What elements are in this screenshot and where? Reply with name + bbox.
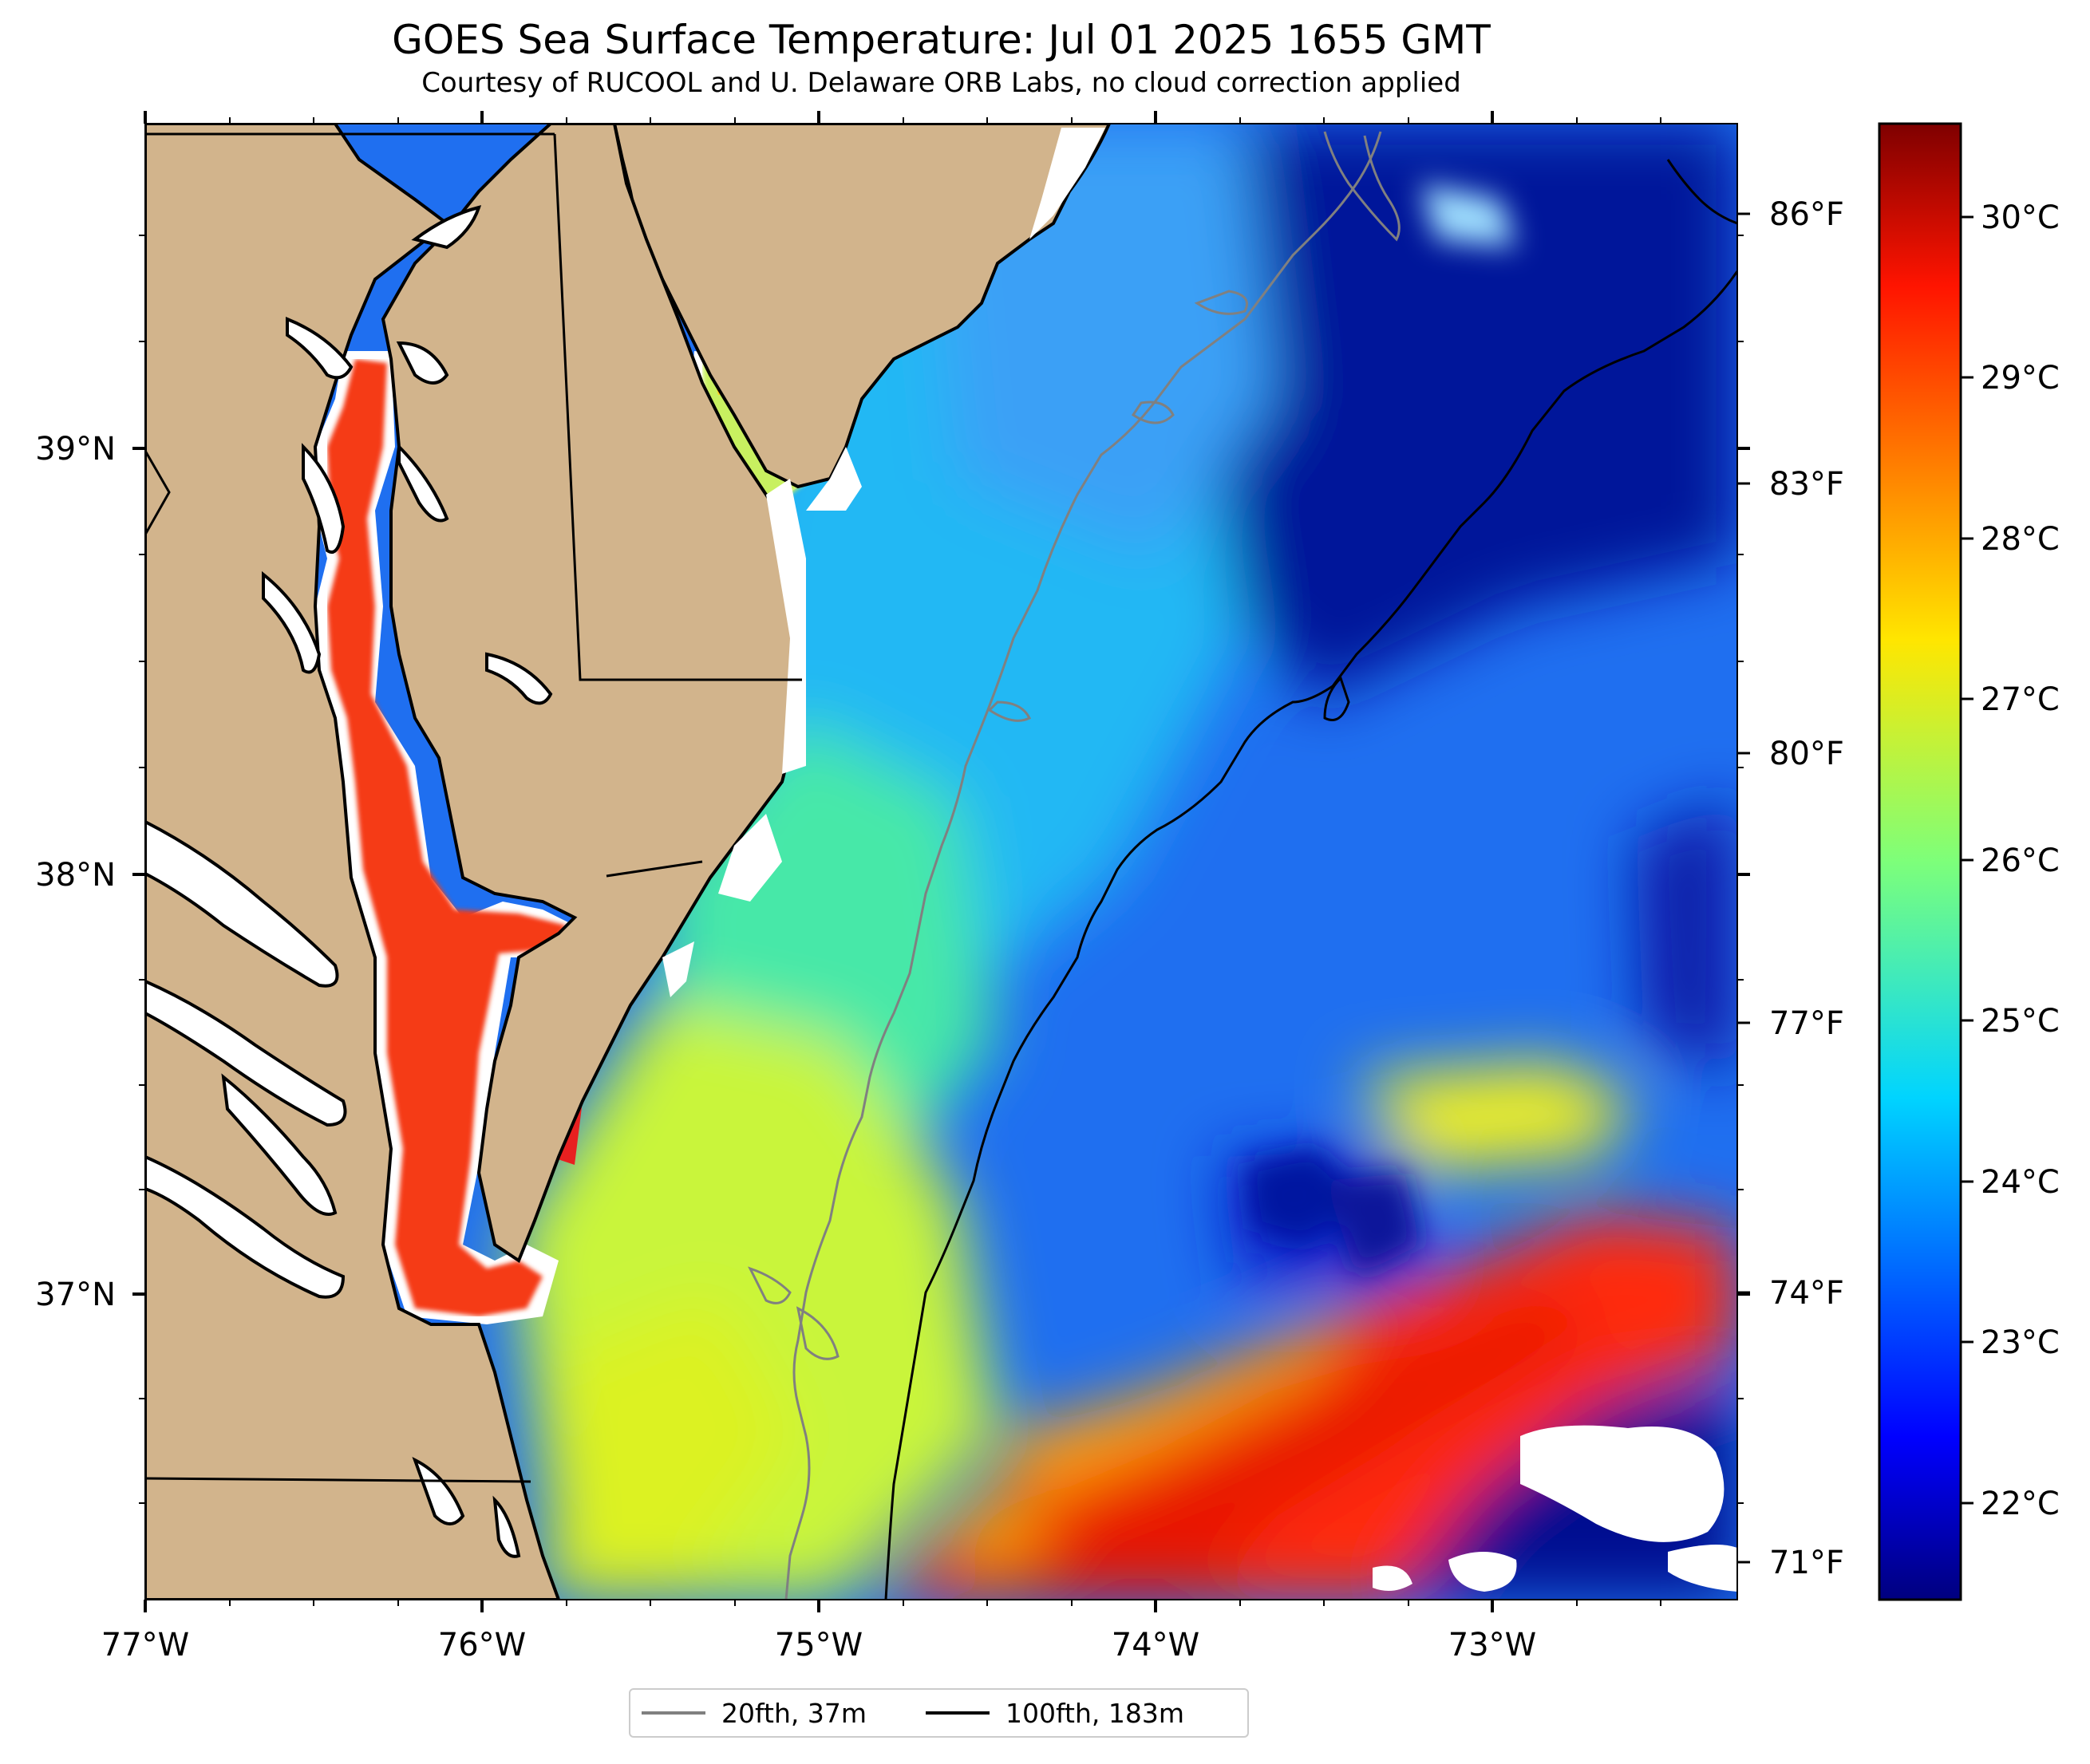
lon-label: 75°W xyxy=(775,1627,863,1663)
colorbar-celsius-label: 26°C xyxy=(1981,843,2060,879)
legend-item-100fth: 100fth, 183m xyxy=(926,1698,1184,1729)
land-new-jersey xyxy=(612,124,1112,489)
legend-label: 100fth, 183m xyxy=(1005,1697,1184,1729)
map-title: GOES Sea Surface Temperature: Jul 01 202… xyxy=(392,17,1491,63)
lon-label: 73°W xyxy=(1448,1627,1536,1663)
colorbar-celsius-label: 24°C xyxy=(1981,1164,2060,1201)
colorbar-celsius-label: 30°C xyxy=(1981,199,2060,236)
lat-label: 38°N xyxy=(35,857,116,894)
colorbar-celsius-label: 23°C xyxy=(1981,1324,2060,1361)
lon-label: 74°W xyxy=(1112,1627,1199,1663)
contour-legend: 20fth, 37m 100fth, 183m xyxy=(629,1688,1249,1738)
map-frame xyxy=(144,123,1738,1600)
colorbar-celsius-label: 27°C xyxy=(1981,681,2060,718)
colorbar-celsius-label: 22°C xyxy=(1981,1486,2060,1522)
fahrenheit-label: 83°F xyxy=(1769,466,1844,503)
fahrenheit-label: 77°F xyxy=(1769,1005,1844,1042)
legend-swatch-gray-line xyxy=(642,1711,705,1715)
map-subtitle: Courtesy of RUCOOL and U. Delaware ORB L… xyxy=(421,67,1461,99)
colorbar: 30°C 29°C 28°C 27°C 26°C 25°C 24°C 23°C … xyxy=(1878,122,2060,1601)
axis-ticks xyxy=(132,111,1750,1612)
axis-minor-ticks xyxy=(139,117,1744,1606)
colorbar-celsius-label: 25°C xyxy=(1981,1003,2060,1040)
contour-20fth xyxy=(748,131,1401,1600)
contour-100fth xyxy=(884,159,1737,1600)
lon-label: 76°W xyxy=(438,1627,526,1663)
lat-label: 39°N xyxy=(35,431,116,468)
fahrenheit-label: 74°F xyxy=(1769,1275,1844,1312)
fahrenheit-label: 80°F xyxy=(1769,736,1844,772)
tidal-rivers xyxy=(145,205,553,1558)
legend-swatch-black-line xyxy=(926,1711,990,1715)
legend-item-20fth: 20fth, 37m xyxy=(642,1698,867,1729)
map-area xyxy=(145,124,1737,1600)
legend-label: 20fth, 37m xyxy=(721,1697,867,1729)
fahrenheit-label: 86°F xyxy=(1769,196,1844,233)
lat-label: 37°N xyxy=(35,1277,116,1313)
colorbar-celsius-label: 28°C xyxy=(1981,521,2060,558)
fahrenheit-label: 71°F xyxy=(1769,1545,1844,1581)
colorbar-celsius-label: 29°C xyxy=(1981,360,2060,397)
lon-label: 77°W xyxy=(101,1627,189,1663)
coastal-nodata xyxy=(662,128,1105,997)
state-boundaries xyxy=(145,132,802,1483)
colorbar-gradient xyxy=(1878,122,1962,1601)
